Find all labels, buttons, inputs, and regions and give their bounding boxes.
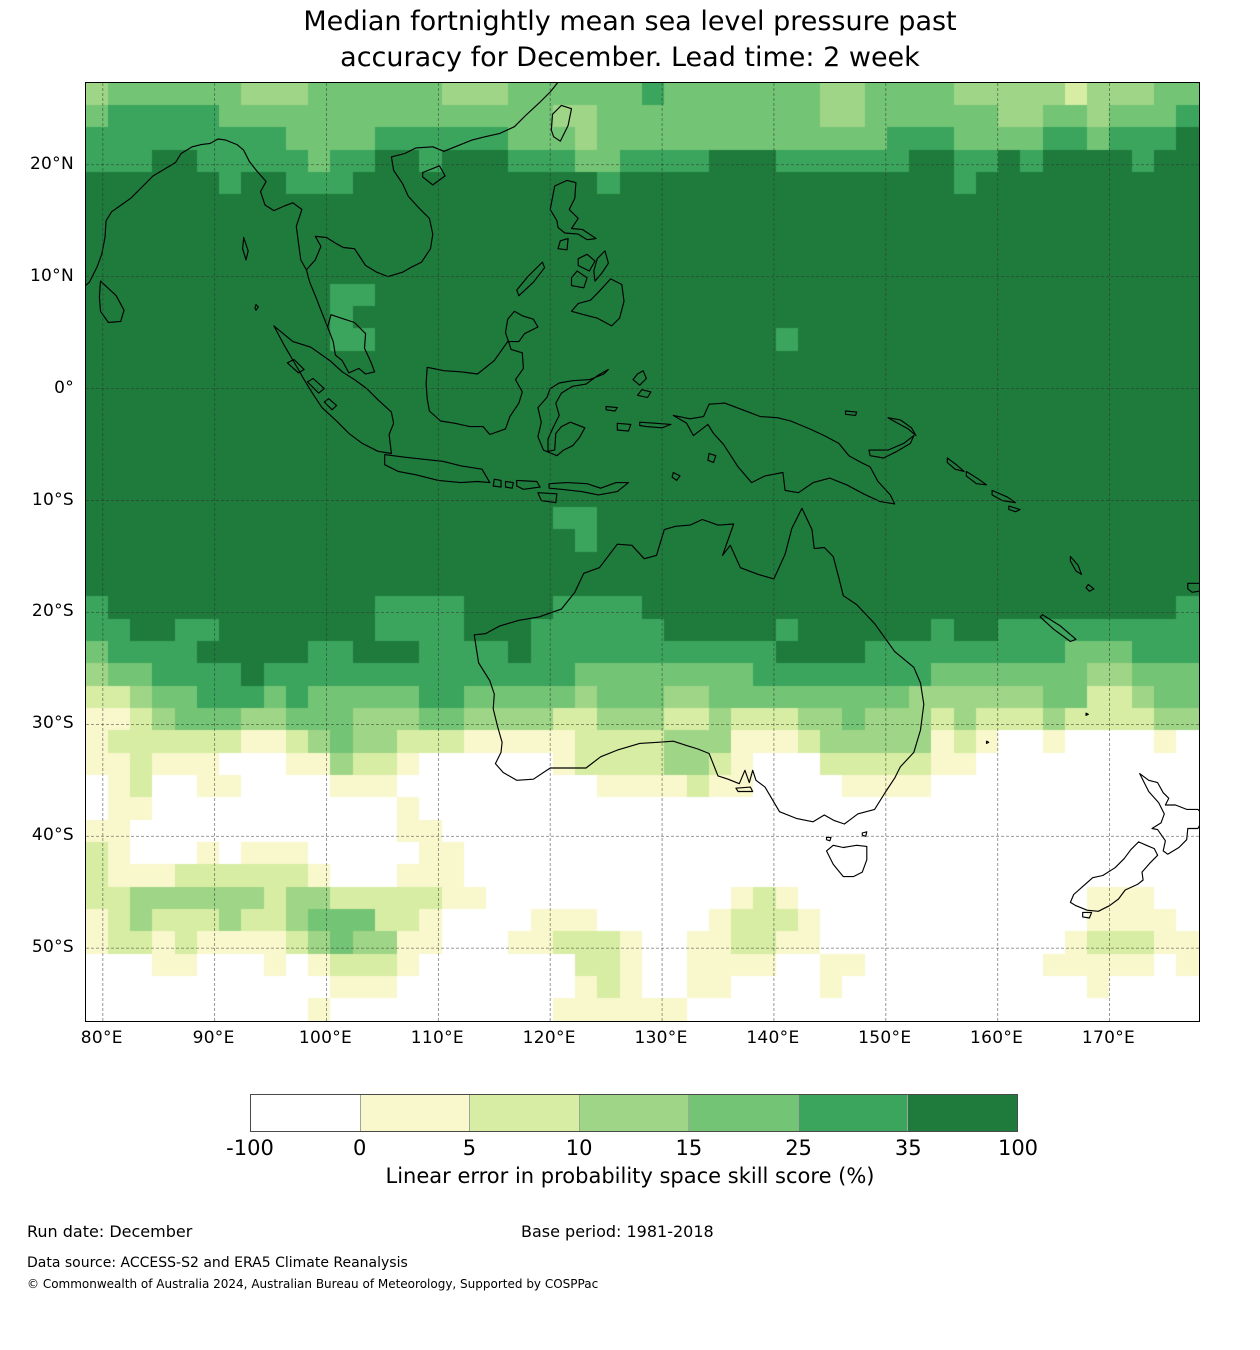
colorbar-tick-label: 5 <box>462 1136 477 1160</box>
x-tick-label: 130°E <box>634 1028 688 1048</box>
copyright-text: © Commonwealth of Australia 2024, Austra… <box>27 1277 599 1291</box>
x-tick-label: 100°E <box>298 1028 353 1048</box>
x-tick-label: 140°E <box>746 1028 800 1048</box>
skill-score-heatmap <box>86 83 1199 1021</box>
y-tick-label: 40°S <box>31 825 74 846</box>
colorbar-label: Linear error in probability space skill … <box>385 1164 875 1188</box>
page-title: Median fortnightly mean sea level pressu… <box>303 6 957 73</box>
colorbar-band <box>359 1095 470 1131</box>
x-tick-label: 110°E <box>410 1028 464 1048</box>
colorbar-tick-label: 15 <box>675 1136 703 1160</box>
coastline-overlay <box>86 83 1199 919</box>
run-date-text: Run date: December <box>27 1222 193 1241</box>
graticule-grid <box>86 83 1199 1021</box>
colorbar-band <box>578 1095 689 1131</box>
y-tick-label: 30°S <box>31 713 74 734</box>
x-tick-label: 160°E <box>970 1028 1024 1048</box>
colorbar-band <box>251 1095 360 1131</box>
colorbar-tick-label: 10 <box>565 1136 593 1160</box>
colorbar-band <box>907 1095 1018 1131</box>
colorbar <box>250 1094 1018 1132</box>
y-tick-label: 20°N <box>29 153 74 174</box>
y-tick-label: 10°S <box>31 489 74 510</box>
colorbar-band <box>797 1095 908 1131</box>
x-tick-label: 170°E <box>1081 1028 1136 1048</box>
y-tick-label: 0° <box>54 377 74 398</box>
x-tick-label: 150°E <box>858 1028 912 1048</box>
colorbar-tick-label: 100 <box>997 1136 1039 1160</box>
colorbar-band <box>469 1095 579 1131</box>
colorbar-tick-label: 35 <box>894 1136 922 1160</box>
y-tick-label: 20°S <box>31 601 74 622</box>
y-tick-label: 50°S <box>31 937 74 958</box>
x-tick-label: 120°E <box>522 1028 576 1048</box>
colorbar-band <box>688 1095 798 1131</box>
colorbar-tick-label: -100 <box>226 1136 274 1160</box>
x-tick-label: 80°E <box>80 1028 123 1048</box>
colorbar-tick-label: 25 <box>785 1136 812 1160</box>
y-tick-label: 10°N <box>29 265 74 286</box>
base-period-text: Base period: 1981-2018 <box>521 1222 714 1241</box>
colorbar-bands <box>250 1094 1018 1132</box>
x-tick-label: 90°E <box>192 1028 235 1048</box>
data-source-text: Data source: ACCESS-S2 and ERA5 Climate … <box>27 1255 408 1271</box>
map-plot-area <box>85 82 1200 1022</box>
colorbar-tick-label: 0 <box>353 1136 367 1160</box>
